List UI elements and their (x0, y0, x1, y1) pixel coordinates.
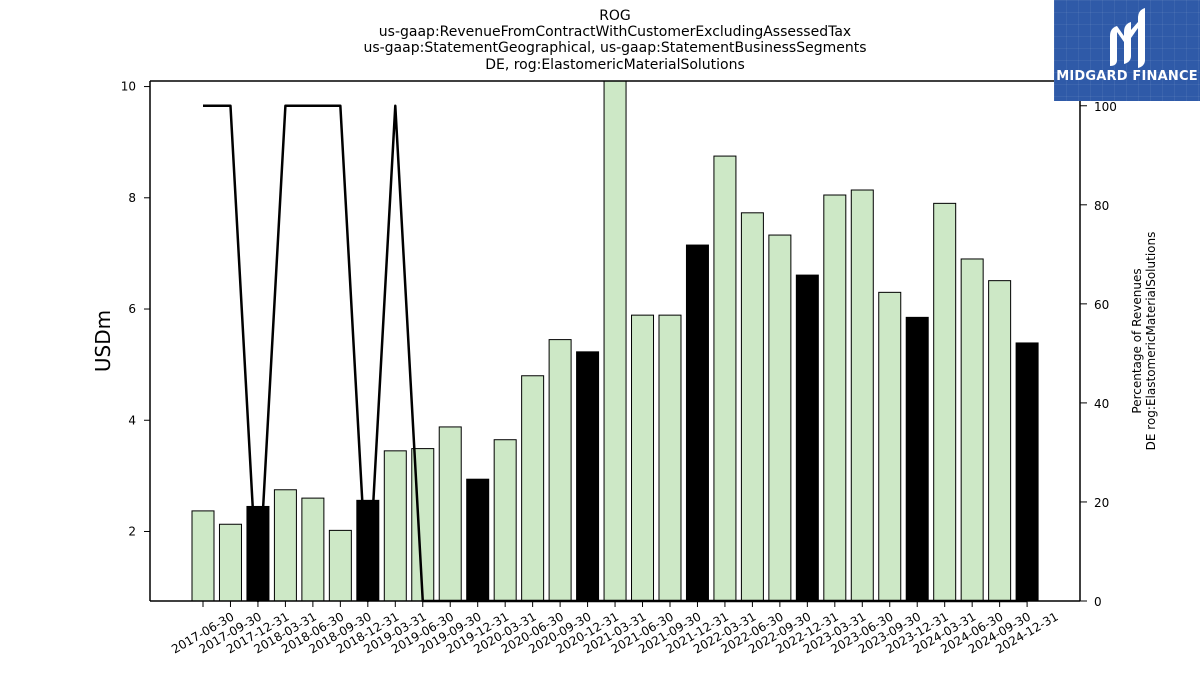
bar-quarter (301, 497, 325, 602)
bar-quarter (383, 450, 407, 602)
bar-annual (1015, 342, 1039, 602)
bar-quarter (273, 489, 297, 602)
bar-annual (576, 351, 600, 602)
y-tick-label: 4 (128, 413, 136, 427)
y2-tick-label: 20 (1094, 496, 1109, 510)
y-axis-label: USDm (91, 310, 115, 372)
bar-annual (905, 316, 929, 602)
y-tick-label: 10 (121, 80, 136, 94)
bars-layer (191, 80, 1039, 602)
midgard-m-icon (1110, 8, 1145, 68)
title-line-1: ROG (599, 8, 631, 24)
bar-annual (466, 478, 490, 602)
bar-quarter (850, 189, 874, 602)
y2-tick-label: 100 (1094, 100, 1117, 114)
bar-annual (795, 274, 819, 602)
y-tick-label: 6 (128, 302, 136, 316)
y2-axis-label: Percentage of Revenues DE rog:Elastomeri… (1130, 232, 1158, 451)
y2-axis-label-line-2: DE rog:ElastomericMaterialSolutions (1144, 232, 1158, 451)
title-line-4: DE, rog:ElastomericMaterialSolutions (485, 57, 745, 73)
brand-text: MIDGARD FINANCE (1056, 69, 1198, 84)
y-tick-label: 2 (128, 524, 136, 538)
y2-tick-label: 60 (1094, 298, 1109, 312)
y2-tick-label: 40 (1094, 397, 1109, 411)
bar-quarter (933, 202, 957, 602)
bar-quarter (438, 426, 462, 602)
y-tick-label: 8 (128, 191, 136, 205)
brand-logo: MIDGARD FINANCE (1054, 0, 1200, 101)
chart-title: ROG us-gaap:RevenueFromContractWithCusto… (363, 8, 866, 73)
bar-quarter (631, 314, 655, 602)
bar-quarter (960, 258, 984, 602)
y2-axis-label-line-1: Percentage of Revenues (1130, 268, 1144, 413)
bar-quarter (521, 375, 545, 602)
y2-tick-label: 0 (1094, 595, 1102, 609)
bar-quarter (603, 80, 627, 602)
bar-quarter (191, 510, 215, 602)
bar-quarter (328, 529, 352, 602)
bar-quarter (658, 314, 682, 602)
title-line-3: us-gaap:StatementGeographical, us-gaap:S… (363, 40, 866, 56)
bar-quarter (878, 291, 902, 602)
bar-quarter (548, 339, 572, 602)
bar-quarter (493, 439, 517, 602)
bar-annual (685, 244, 709, 602)
bar-quarter (988, 280, 1012, 602)
bar-quarter (740, 212, 764, 602)
y2-tick-label: 80 (1094, 199, 1109, 213)
title-line-2: us-gaap:RevenueFromContractWithCustomerE… (379, 24, 851, 40)
bar-quarter (768, 234, 792, 602)
bar-quarter (218, 523, 242, 602)
bar-quarter (823, 194, 847, 602)
bar-quarter (713, 155, 737, 602)
